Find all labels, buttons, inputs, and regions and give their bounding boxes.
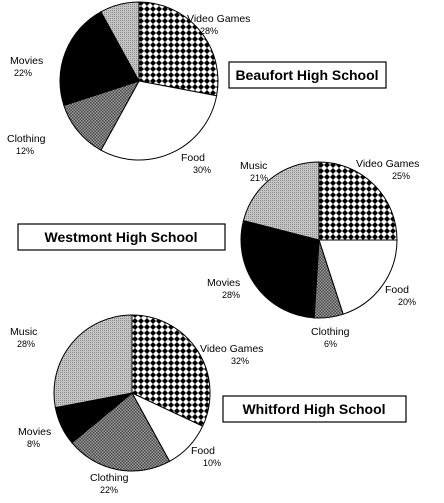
- slice-label-movies: Movies: [18, 426, 51, 438]
- slice-label-movies: Movies: [207, 277, 240, 289]
- slice-pct-video-games: 32%: [231, 356, 249, 366]
- slice-pct-video-games: 25%: [392, 171, 410, 181]
- chart-westmont: Westmont High School Music 21% Video Gam…: [17, 158, 419, 349]
- slice-label-clothing: Clothing: [90, 472, 129, 484]
- title-box: [228, 61, 387, 89]
- slice-label-food: Food: [181, 152, 205, 164]
- pie-slice-movies: [240, 219, 320, 319]
- pie-slice-food: [100, 80, 218, 161]
- title-box: [17, 223, 226, 251]
- pie-slice-food: [318, 239, 398, 315]
- slice-pct-music: 21%: [250, 173, 268, 183]
- slice-pct-clothing: 12%: [16, 146, 34, 156]
- slice-label-video-games: Video Games: [356, 158, 419, 170]
- slice-label-video-games: Video Games: [200, 343, 263, 355]
- slice-label-movies: Movies: [10, 55, 43, 67]
- slice-pct-movies: 8%: [27, 439, 40, 449]
- slice-label-food: Food: [191, 445, 215, 457]
- slice-pct-clothing: 6%: [324, 339, 337, 349]
- pie-slice-clothing: [63, 80, 141, 151]
- slice-label-video-games: Video Games: [187, 13, 250, 25]
- pie-slice-music: [242, 161, 320, 241]
- slice-pct-clothing: 22%: [100, 485, 118, 495]
- slice-pct-food: 30%: [193, 165, 211, 175]
- slice-label-music: Music: [10, 326, 37, 338]
- pie-slice-clothing: [71, 392, 171, 472]
- slice-pct-movies: 28%: [222, 290, 240, 300]
- chart-title: Whitford High School: [242, 401, 385, 417]
- title-box: [222, 395, 407, 423]
- pie-slice-video-games: [131, 314, 211, 427]
- chart-title: Beaufort High School: [235, 67, 378, 83]
- pie-slice-video-games: [138, 1, 219, 97]
- pie-slices: [59, 1, 219, 161]
- chart-beaufort: Beaufort High School Video Games 28% Mov…: [7, 1, 387, 175]
- slice-label-clothing: Clothing: [311, 326, 350, 338]
- slice-pct-video-games: 28%: [200, 26, 218, 36]
- pie-slice-music: [100, 1, 140, 82]
- slice-label-food: Food: [385, 284, 409, 296]
- slice-pct-food: 10%: [203, 458, 221, 468]
- chart-whitford: Whitford High School Music 28% Video Gam…: [10, 314, 407, 495]
- slice-pct-music: 28%: [17, 339, 35, 349]
- slice-pct-movies: 22%: [14, 68, 32, 78]
- chart-title: Westmont High School: [45, 229, 198, 245]
- pie-slice-music: [53, 314, 133, 409]
- slice-pct-food: 20%: [398, 297, 416, 307]
- pie-slice-video-games: [318, 161, 398, 241]
- pie-slices: [53, 314, 211, 472]
- pie-slices: [240, 161, 398, 319]
- slice-label-clothing: Clothing: [7, 133, 46, 145]
- slice-label-music: Music: [240, 160, 267, 172]
- pie-slice-movies: [59, 11, 140, 107]
